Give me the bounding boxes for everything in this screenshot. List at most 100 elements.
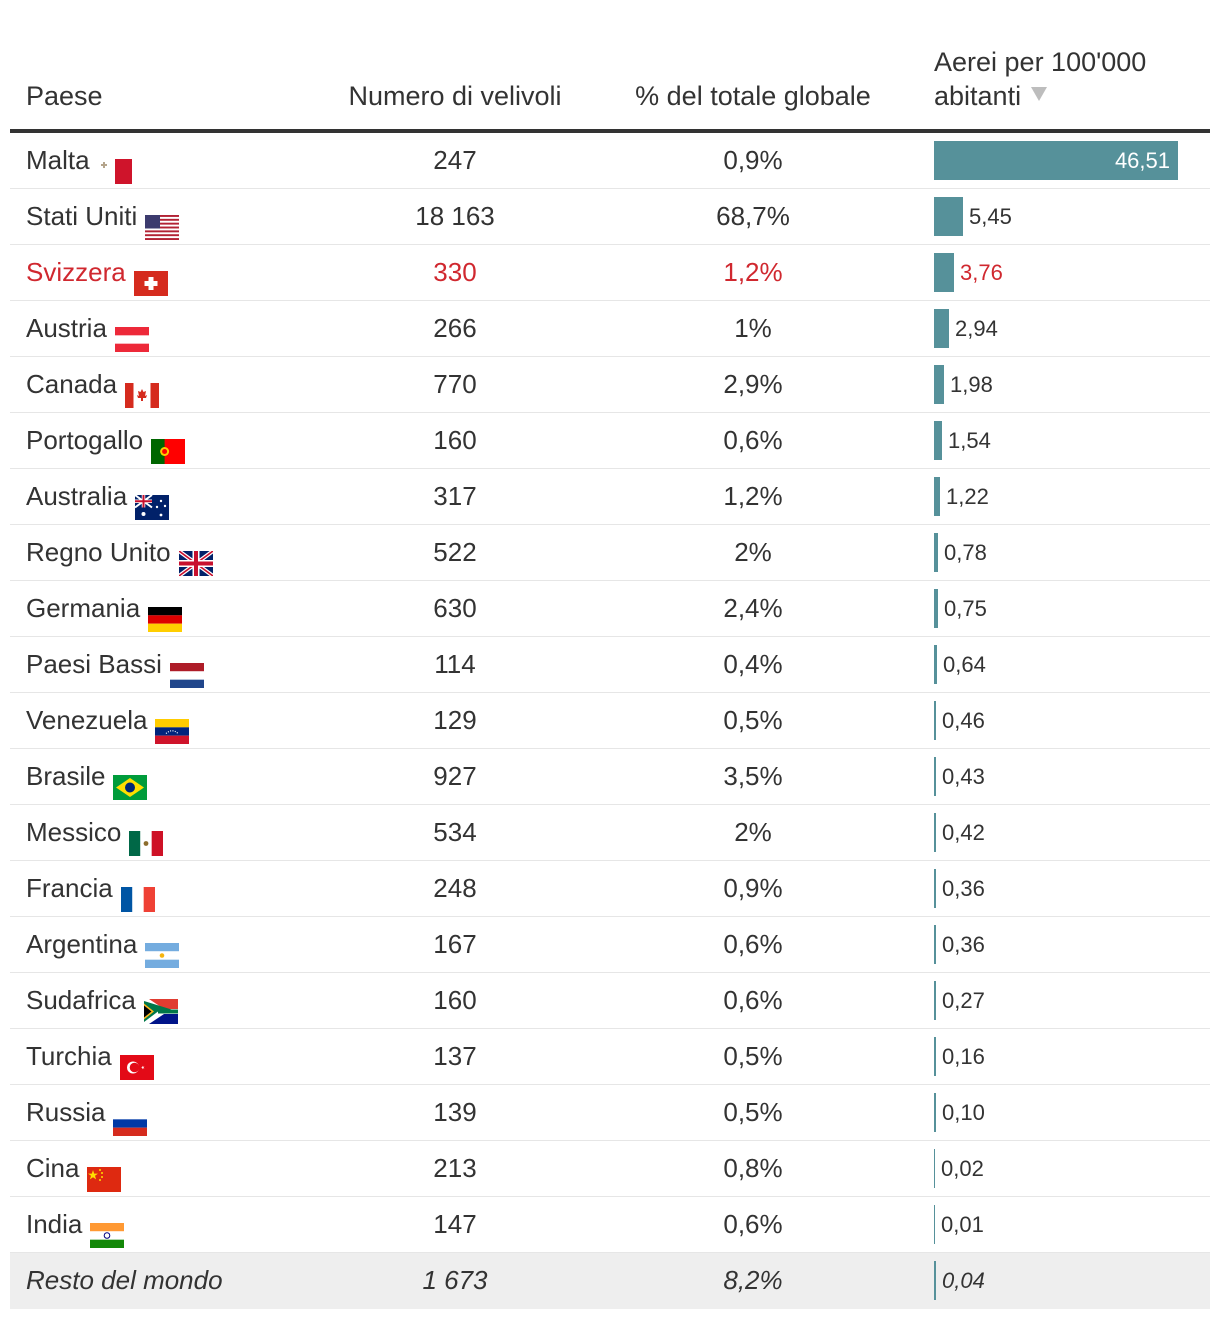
table-row: Francia 248 0,9% 0,36: [10, 861, 1210, 917]
ratio-label: 5,45: [969, 204, 1012, 229]
country-cell: Paesi Bassi: [26, 637, 204, 692]
ratio-bar: [934, 365, 944, 404]
country-name: Svizzera: [26, 257, 126, 287]
country-cell: Francia: [26, 861, 155, 916]
canada-flag-icon: [125, 372, 160, 408]
aircraft-count: 330: [433, 257, 477, 287]
ratio-cell: 0,64: [934, 637, 1194, 692]
table-row: Svizzera 330 1,2% 3,76: [10, 245, 1210, 301]
ratio-label: 0,43: [942, 764, 985, 789]
ratio-cell: 0,36: [934, 917, 1194, 972]
table-row: India 147 0,6% 0,01: [10, 1197, 1210, 1253]
ratio-label: 0,10: [942, 1100, 985, 1125]
aircraft-count: 247: [433, 145, 477, 175]
ratio-cell: 0,46: [934, 693, 1194, 748]
ratio-cell: 0,27: [934, 973, 1194, 1028]
aircraft-count: 770: [433, 369, 477, 399]
ratio-bar: [934, 813, 936, 852]
country-cell: Messico: [26, 805, 164, 860]
global-share: 2,9%: [723, 369, 783, 399]
table-header: Paese Numero di velivoli % del totale gl…: [10, 0, 1210, 133]
header-pct[interactable]: % del totale globale: [635, 81, 871, 111]
aircraft-count: 927: [433, 761, 477, 791]
global-share: 0,9%: [723, 873, 783, 903]
ratio-label: 1,22: [946, 484, 989, 509]
ratio-bar: [934, 309, 949, 348]
global-share: 0,6%: [723, 1209, 783, 1239]
global-share: 1%: [734, 313, 772, 343]
header-ratio-label: Aerei per 100'000 abitanti: [934, 47, 1147, 111]
aircraft-count: 248: [433, 873, 477, 903]
france-flag-icon: [120, 876, 155, 912]
malta-flag-icon: [97, 148, 132, 184]
header-ratio[interactable]: Aerei per 100'000 abitanti: [934, 45, 1194, 113]
ratio-label: 0,75: [944, 596, 987, 621]
ratio-cell: 1,98: [934, 357, 1194, 412]
header-number[interactable]: Numero di velivoli: [348, 81, 562, 111]
table-row: Germania 630 2,4% 0,75: [10, 581, 1210, 637]
table-row: Portogallo 160 0,6% 1,54: [10, 413, 1210, 469]
country-name: Venezuela: [26, 705, 148, 735]
ratio-bar: [934, 925, 936, 964]
ratio-cell: 0,10: [934, 1085, 1194, 1140]
ratio-bar: [934, 533, 938, 572]
aircraft-count: 18 163: [415, 201, 495, 231]
global-share: 0,5%: [723, 1041, 783, 1071]
table-row: Messico 534 2% 0,42: [10, 805, 1210, 861]
ratio-bar: [934, 1261, 936, 1300]
table-row-rest: Resto del mondo 1 673 8,2% 0,04: [10, 1253, 1210, 1309]
ratio-bar: [934, 981, 936, 1020]
table-row: Australia 317 1,2% 1,22: [10, 469, 1210, 525]
country-cell: Malta: [26, 133, 132, 188]
ratio-bar: [934, 757, 936, 796]
country-name: Regno Unito: [26, 537, 171, 567]
brazil-flag-icon: [113, 764, 148, 800]
turkey-flag-icon: [119, 1044, 154, 1080]
aircraft-count: 630: [433, 593, 477, 623]
global-share: 0,5%: [723, 705, 783, 735]
header-country[interactable]: Paese: [26, 81, 103, 111]
sort-desc-icon[interactable]: [1031, 87, 1048, 101]
switzerland-flag-icon: [133, 260, 168, 296]
country-cell: India: [26, 1197, 125, 1252]
table-row: Stati Uniti 18 163 68,7% 5,45: [10, 189, 1210, 245]
country-cell: Sudafrica: [26, 973, 178, 1028]
global-share: 1,2%: [723, 481, 783, 511]
aircraft-count: 160: [433, 425, 477, 455]
global-share: 68,7%: [716, 201, 790, 231]
ratio-cell: 0,16: [934, 1029, 1194, 1084]
country-cell: Argentina: [26, 917, 180, 972]
global-share: 0,6%: [723, 425, 783, 455]
mexico-flag-icon: [129, 820, 164, 856]
global-share: 2%: [734, 537, 772, 567]
ratio-cell: 0,02: [934, 1141, 1194, 1196]
global-share: 0,5%: [723, 1097, 783, 1127]
india-flag-icon: [90, 1212, 125, 1248]
argentina-flag-icon: [145, 932, 180, 968]
country-cell: Russia: [26, 1085, 148, 1140]
table-row: Brasile 927 3,5% 0,43: [10, 749, 1210, 805]
country-cell: Canada: [26, 357, 160, 412]
ratio-bar: [934, 1149, 935, 1188]
ratio-bar: [934, 421, 942, 460]
country-name: Sudafrica: [26, 985, 136, 1015]
china-flag-icon: [87, 1156, 122, 1192]
global-share: 0,6%: [723, 985, 783, 1015]
global-share: 0,6%: [723, 929, 783, 959]
data-table: Paese Numero di velivoli % del totale gl…: [10, 0, 1210, 1309]
germany-flag-icon: [148, 596, 183, 632]
country-name: Cina: [26, 1153, 80, 1183]
aircraft-count: 1 673: [422, 1265, 488, 1295]
ratio-label: 0,02: [941, 1156, 984, 1181]
ratio-cell: 0,75: [934, 581, 1194, 636]
ratio-label: 0,01: [941, 1212, 984, 1237]
country-name: Resto del mondo: [26, 1265, 223, 1295]
aircraft-count: 160: [433, 985, 477, 1015]
australia-flag-icon: [134, 484, 170, 520]
country-name: Canada: [26, 369, 118, 399]
global-share: 0,4%: [723, 649, 783, 679]
ratio-cell: 0,78: [934, 525, 1194, 580]
country-name: Messico: [26, 817, 122, 847]
ratio-label: 0,42: [942, 820, 985, 845]
uk-flag-icon: [177, 540, 214, 578]
